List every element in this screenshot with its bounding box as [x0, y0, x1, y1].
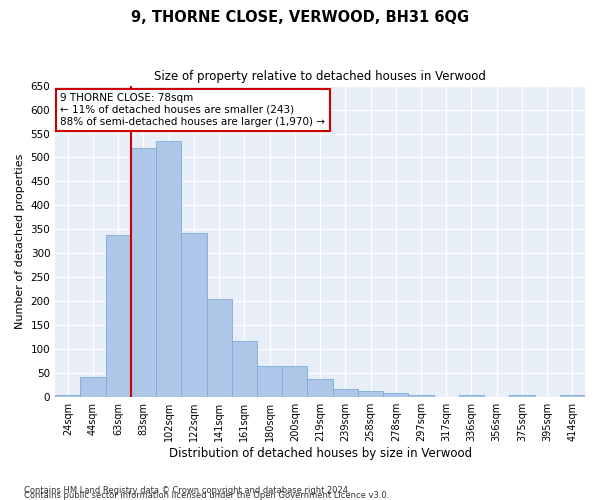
- Bar: [106, 235, 131, 397]
- Bar: [409, 395, 434, 397]
- Text: Contains HM Land Registry data © Crown copyright and database right 2024.: Contains HM Land Registry data © Crown c…: [24, 486, 350, 495]
- Bar: [383, 393, 409, 397]
- Bar: [358, 391, 383, 397]
- Bar: [131, 148, 156, 397]
- Bar: [509, 395, 535, 397]
- Text: 9, THORNE CLOSE, VERWOOD, BH31 6QG: 9, THORNE CLOSE, VERWOOD, BH31 6QG: [131, 10, 469, 25]
- Text: Contains public sector information licensed under the Open Government Licence v3: Contains public sector information licen…: [24, 491, 389, 500]
- Bar: [560, 395, 585, 397]
- Bar: [206, 300, 232, 397]
- Bar: [80, 377, 106, 397]
- Text: 9 THORNE CLOSE: 78sqm
← 11% of detached houses are smaller (243)
88% of semi-det: 9 THORNE CLOSE: 78sqm ← 11% of detached …: [61, 94, 325, 126]
- X-axis label: Distribution of detached houses by size in Verwood: Distribution of detached houses by size …: [169, 447, 472, 460]
- Bar: [55, 395, 80, 397]
- Title: Size of property relative to detached houses in Verwood: Size of property relative to detached ho…: [154, 70, 486, 83]
- Y-axis label: Number of detached properties: Number of detached properties: [15, 154, 25, 329]
- Bar: [232, 341, 257, 397]
- Bar: [332, 388, 358, 397]
- Bar: [156, 140, 181, 397]
- Bar: [459, 395, 484, 397]
- Bar: [257, 366, 282, 397]
- Bar: [282, 366, 307, 397]
- Bar: [307, 380, 332, 397]
- Bar: [181, 233, 206, 397]
